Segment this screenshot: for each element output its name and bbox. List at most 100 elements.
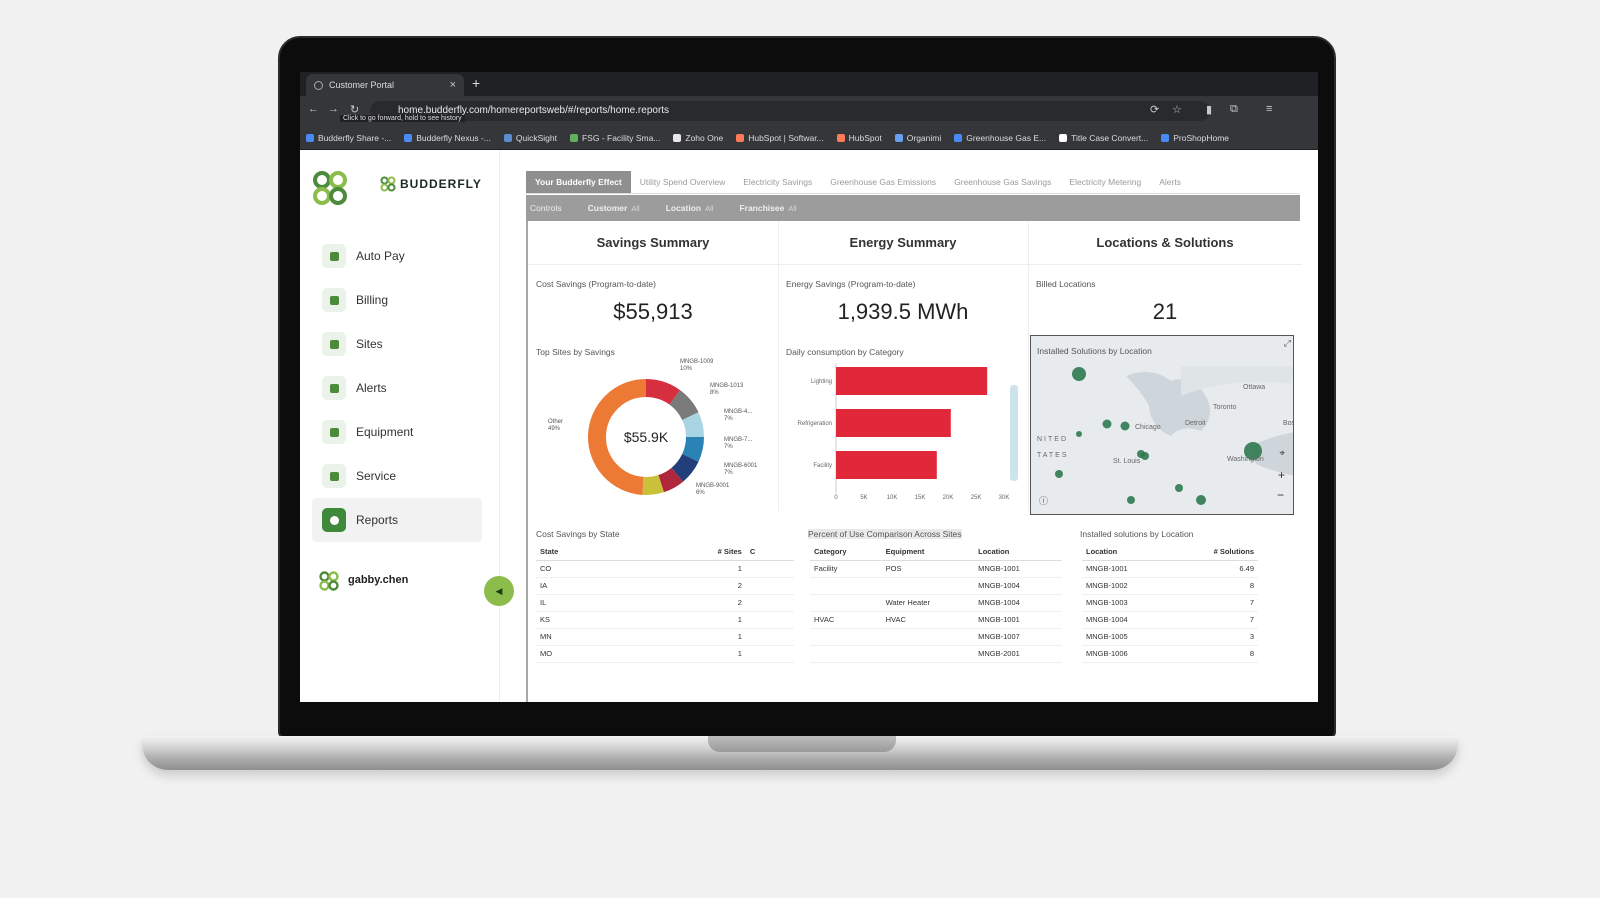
close-icon[interactable]: ×: [449, 79, 456, 91]
sidebar-item-sites[interactable]: Sites: [312, 322, 482, 366]
map-marker[interactable]: [1055, 470, 1063, 478]
sidebar-item-alerts[interactable]: Alerts: [312, 366, 482, 410]
column-header[interactable]: Equipment: [881, 543, 975, 561]
forward-icon[interactable]: →: [328, 103, 339, 115]
report-tab[interactable]: Electricity Metering: [1069, 177, 1142, 187]
bookmark-item[interactable]: Title Case Convert...: [1059, 133, 1148, 143]
info-icon[interactable]: ⓘ: [1039, 496, 1049, 506]
star-icon[interactable]: ☆: [1172, 104, 1182, 116]
report-tab[interactable]: Utility Spend Overview: [639, 177, 726, 187]
donut-slice[interactable]: [657, 467, 683, 493]
donut-chart[interactable]: MNGB-100910%MNGB-10138%MNGB-4...7%MNGB-7…: [528, 357, 778, 517]
bar-lighting[interactable]: [836, 367, 988, 395]
table-row[interactable]: KS 1: [536, 611, 794, 629]
column-header[interactable]: # Solutions: [1171, 543, 1258, 561]
table-row[interactable]: MNGB-1007: [810, 628, 1062, 646]
map-marker[interactable]: [1244, 442, 1262, 460]
sidebar-item-auto-pay[interactable]: Auto Pay: [312, 234, 482, 278]
report-tab[interactable]: Greenhouse Gas Savings: [954, 177, 1052, 187]
map-marker[interactable]: [1076, 431, 1082, 437]
table-row[interactable]: IA 2: [536, 577, 794, 595]
puzzle-icon[interactable]: ⧉: [1230, 103, 1238, 115]
filter-franchisee[interactable]: Franchisee All: [739, 203, 796, 213]
sidebar-item-equipment[interactable]: Equipment: [312, 410, 482, 454]
bar-scrollbar[interactable]: [1010, 385, 1018, 481]
map-marker[interactable]: [1175, 484, 1183, 492]
table-row[interactable]: MNGB-1004 7: [1082, 611, 1258, 629]
new-tab-icon[interactable]: +: [472, 75, 481, 91]
zoom-out-icon[interactable]: −: [1276, 488, 1284, 502]
donut-slice[interactable]: [642, 474, 664, 495]
report-tab[interactable]: Electricity Savings: [743, 177, 813, 187]
map-marker[interactable]: [1072, 367, 1086, 381]
bookmark-item[interactable]: Organimi: [894, 133, 941, 143]
translate-icon[interactable]: ⟳: [1150, 104, 1160, 116]
map-marker[interactable]: [1141, 452, 1149, 460]
report-tab[interactable]: Greenhouse Gas Emissions: [830, 177, 937, 187]
column-header[interactable]: # Sites: [630, 543, 746, 561]
sidebar-item-billing[interactable]: Billing: [312, 278, 482, 322]
donut-slice[interactable]: [671, 453, 699, 482]
extension-icon[interactable]: ▮: [1206, 104, 1213, 116]
table-row[interactable]: CO 1: [536, 560, 794, 578]
solutions-map[interactable]: Installed Solutions by Location Ottawa To…: [1030, 335, 1294, 515]
expand-icon[interactable]: ⤢: [1283, 338, 1291, 348]
bar-chart[interactable]: Lighting Refrigeration Facility 0 5K 10K 15K 20…: [780, 357, 1020, 517]
bookmark-item[interactable]: Budderfly Nexus -...: [404, 133, 491, 143]
column-header[interactable]: Location: [974, 543, 1062, 561]
table-row[interactable]: IL 2: [536, 594, 794, 612]
bookmark-favicon-icon: [404, 133, 413, 142]
table-row[interactable]: MNGB-1001 6.49: [1082, 560, 1258, 578]
table-row[interactable]: MNGB-1003 7: [1082, 594, 1258, 612]
budderfly-logo-icon[interactable]: [312, 170, 348, 206]
table-row[interactable]: MNGB-1005 3: [1082, 628, 1258, 646]
address-bar[interactable]: home.budderfly.com/homereportsweb/#/repo…: [370, 101, 1210, 121]
column-header[interactable]: State: [536, 543, 631, 561]
table-row[interactable]: MNGB-2001: [810, 645, 1062, 663]
donut-slice[interactable]: [645, 379, 681, 405]
filter-customer[interactable]: Customer All: [588, 203, 640, 213]
back-icon[interactable]: ←: [308, 103, 319, 115]
table-row[interactable]: Water Heater MNGB-1004: [810, 594, 1062, 612]
bookmark-item[interactable]: Greenhouse Gas E...: [954, 133, 1046, 143]
table-row[interactable]: MO 1: [536, 645, 794, 663]
table-row[interactable]: Facility POS MNGB-1001: [810, 560, 1062, 578]
bookmark-item[interactable]: HubSpot: [836, 133, 882, 143]
sidebar-item-reports[interactable]: Reports: [312, 498, 482, 542]
table-row[interactable]: MN 1: [536, 628, 794, 646]
bookmark-item[interactable]: HubSpot | Softwar...: [736, 133, 824, 143]
locate-icon[interactable]: ⌖: [1279, 448, 1285, 459]
column-header[interactable]: Category: [810, 543, 882, 561]
filter-location[interactable]: Location All: [666, 203, 714, 213]
bookmark-item[interactable]: Budderfly Share -...: [306, 133, 391, 143]
report-tab[interactable]: Alerts: [1159, 177, 1181, 187]
donut-slice[interactable]: [682, 436, 704, 462]
user-profile[interactable]: gabby.chen: [318, 570, 408, 592]
bookmark-item[interactable]: FSG - Facility Sma...: [569, 133, 660, 143]
map-marker[interactable]: [1196, 495, 1206, 505]
map-marker[interactable]: [1120, 421, 1130, 431]
bookmark-item[interactable]: ProShopHome: [1161, 133, 1229, 143]
table-row[interactable]: MNGB-1006 8: [1082, 645, 1258, 663]
column-header[interactable]: Location: [1082, 543, 1172, 561]
report-tab[interactable]: Your Budderfly Effect: [526, 171, 631, 193]
browser-tab[interactable]: Customer Portal ×: [306, 74, 464, 96]
donut-slice[interactable]: [588, 379, 647, 495]
table-row[interactable]: MNGB-1002 8: [1082, 577, 1258, 595]
bookmark-item[interactable]: QuickSight: [503, 133, 557, 143]
map-marker[interactable]: [1127, 496, 1135, 504]
sidebar-item-service[interactable]: Service: [312, 454, 482, 498]
zoom-in-icon[interactable]: +: [1277, 468, 1285, 482]
menu-icon[interactable]: ≡: [1266, 103, 1273, 115]
bar-refrigeration[interactable]: [836, 409, 951, 437]
collapse-sidebar-button[interactable]: ◀: [484, 576, 514, 606]
donut-slice[interactable]: [669, 390, 699, 421]
bar-facility[interactable]: [836, 451, 937, 479]
bookmark-item[interactable]: Zoho One: [673, 133, 723, 143]
donut-slice[interactable]: [682, 412, 704, 438]
table-row[interactable]: HVAC HVAC MNGB-1001: [810, 611, 1062, 629]
map-marker[interactable]: [1102, 419, 1112, 429]
reload-icon[interactable]: ↻: [350, 104, 360, 116]
table-row[interactable]: MNGB-1004: [810, 577, 1062, 595]
column-header[interactable]: C: [745, 543, 794, 561]
